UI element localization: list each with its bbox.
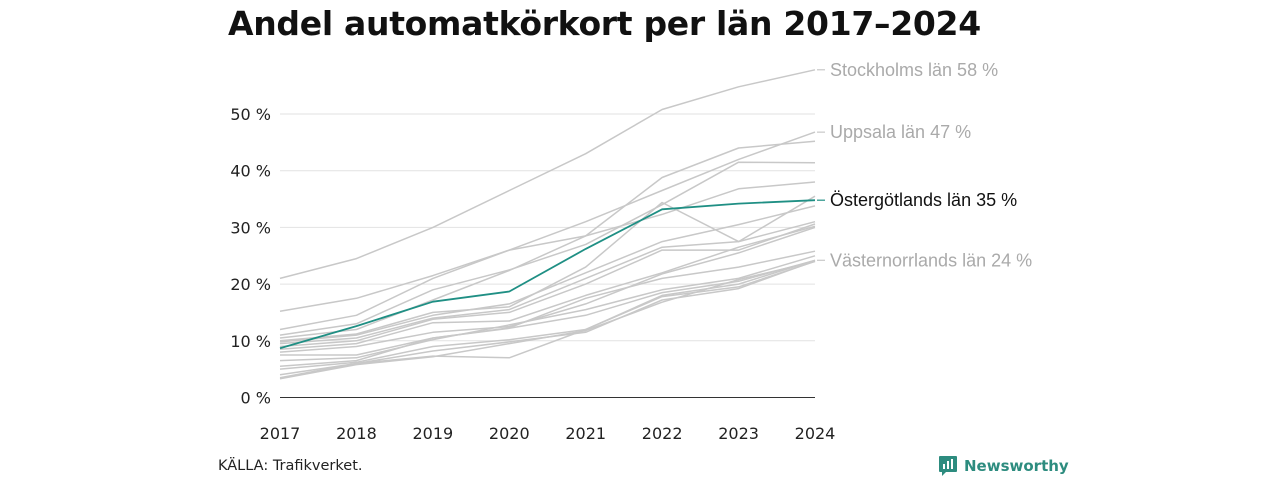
y-tick-label: 40 % <box>230 162 271 181</box>
series-label: Västernorrlands län 24 % <box>830 250 1032 270</box>
series-line-county <box>279 205 816 343</box>
series-line-county <box>279 226 816 353</box>
x-tick-label: 2023 <box>718 424 759 443</box>
gridlines <box>280 113 815 398</box>
series-line-county <box>279 195 816 342</box>
y-tick-label: 50 % <box>230 105 271 124</box>
series-labels: Stockholms län 58 % Uppsala län 47 % Öster… <box>817 60 1032 270</box>
series-line-county <box>279 220 816 345</box>
series-line-county <box>279 260 816 380</box>
background-series <box>279 69 816 380</box>
series-line-county <box>279 140 816 331</box>
newsworthy-chart-bubble-icon <box>939 456 957 476</box>
series-line-highlight <box>279 199 816 350</box>
y-tick-label: 10 % <box>230 332 271 351</box>
x-tick-label: 2022 <box>642 424 683 443</box>
series-line-uppsala-län <box>279 131 816 313</box>
y-tick-label: 20 % <box>230 275 271 294</box>
brand-name: Newsworthy <box>964 457 1069 475</box>
x-tick-label: 2020 <box>489 424 530 443</box>
series-line-county <box>279 223 816 348</box>
x-tick-label: 2021 <box>565 424 606 443</box>
y-axis-ticks: 0 % 10 % 20 % 30 % 40 % 50 % <box>230 105 271 408</box>
brand: Newsworthy <box>938 455 1069 477</box>
source-note: KÄLLA: Trafikverket. <box>218 458 363 474</box>
y-tick-label: 0 % <box>241 389 271 408</box>
series-line-stockholms-län <box>279 69 816 280</box>
highlighted-series <box>279 199 816 350</box>
series-label: Stockholms län 58 % <box>830 60 998 80</box>
series-line-county <box>280 250 816 356</box>
x-axis-ticks: 2017 2018 2019 2020 2021 2022 2023 2024 <box>260 424 836 443</box>
x-tick-label: 2018 <box>336 424 377 443</box>
x-tick-label: 2017 <box>260 424 301 443</box>
series-line-county <box>279 225 816 351</box>
x-tick-label: 2019 <box>412 424 453 443</box>
series-label: Uppsala län 47 % <box>830 122 971 142</box>
series-line-county <box>279 181 816 339</box>
chart-title: Andel automatkörkort per län 2017–2024 <box>228 4 981 43</box>
series-label: Östergötlands län 35 % <box>830 190 1017 210</box>
series-line-county <box>279 260 816 370</box>
series-line-county <box>279 161 816 336</box>
y-tick-label: 30 % <box>230 218 271 237</box>
series-line-västernorrlands-län <box>279 259 816 379</box>
series-line-county <box>279 255 816 362</box>
x-tick-label: 2024 <box>795 424 836 443</box>
